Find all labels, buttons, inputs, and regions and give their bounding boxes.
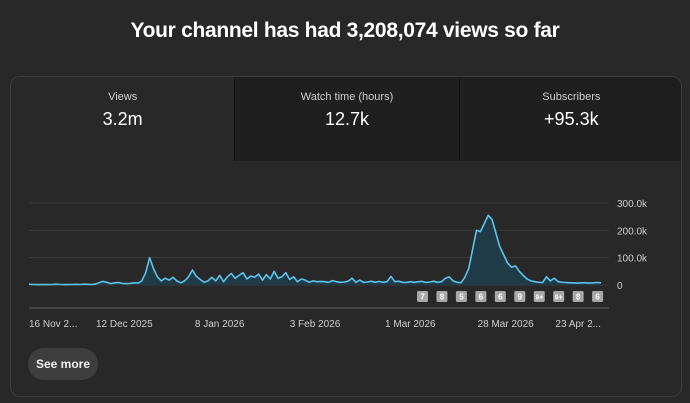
- x-tick-label: 1 Mar 2026: [385, 319, 436, 330]
- analytics-card: Views 3.2m Watch time (hours) 12.7k Subs…: [10, 76, 682, 397]
- event-marker-label: 5: [459, 293, 464, 302]
- event-marker-label: 9: [518, 293, 523, 302]
- tab-label: Subscribers: [542, 91, 601, 103]
- event-marker-label: 6: [479, 293, 484, 302]
- y-tick-label: 300.0k: [617, 199, 648, 210]
- x-tick-label: 28 Mar 2026: [478, 319, 535, 330]
- event-marker: [436, 291, 448, 302]
- event-marker-label: 7: [420, 293, 425, 302]
- event-marker: [494, 291, 506, 302]
- x-tick-label: 23 Apr 2...: [555, 319, 601, 330]
- x-tick-label: 8 Jan 2026: [195, 319, 245, 330]
- event-marker-label: 8: [440, 293, 445, 302]
- event-marker: [572, 291, 584, 302]
- x-tick-label: 16 Nov 2...: [29, 319, 77, 330]
- tab-value: 12.7k: [324, 109, 370, 129]
- event-marker: [417, 291, 429, 302]
- series-line: [28, 214, 602, 286]
- event-marker-label: 8: [576, 293, 581, 302]
- event-marker-label: 6: [498, 293, 503, 302]
- tab-label: Watch time (hours): [300, 91, 394, 103]
- tab-subscribers[interactable]: Subscribers +95.3k: [458, 77, 681, 161]
- y-tick-label: 200.0k: [617, 226, 648, 237]
- series-area: [29, 215, 601, 285]
- page-headline: Your channel has had 3,208,074 views so …: [130, 19, 560, 42]
- tab-value: +95.3k: [544, 109, 599, 129]
- x-tick-label: 12 Dec 2025: [96, 319, 153, 330]
- views-chart: 300.0k 200.0k 100.0k 0 7 8 5 6 6 9 9+ 9+ 8 6 16 Nov 2.…: [28, 199, 648, 330]
- tab-views[interactable]: Views 3.2m: [11, 77, 235, 161]
- y-tick-label: 100.0k: [617, 254, 648, 265]
- metric-tabs: Views 3.2m Watch time (hours) 12.7k Subs…: [11, 77, 681, 161]
- event-marker: [475, 291, 487, 302]
- event-marker-label: 9+: [555, 295, 563, 302]
- event-marker-label: 6: [595, 293, 600, 302]
- y-tick-label: 0: [617, 281, 623, 292]
- event-marker: [592, 291, 604, 302]
- event-marker: [514, 291, 526, 302]
- tab-value: 3.2m: [102, 109, 143, 129]
- tab-label: Views: [108, 91, 138, 103]
- tab-watch-time[interactable]: Watch time (hours) 12.7k: [234, 77, 459, 161]
- event-marker: [533, 291, 545, 302]
- event-marker: [455, 291, 467, 302]
- x-tick-label: 3 Feb 2026: [290, 319, 341, 330]
- event-marker: [553, 291, 565, 302]
- event-marker-label: 9+: [535, 295, 543, 302]
- see-more-button[interactable]: See more: [28, 348, 98, 380]
